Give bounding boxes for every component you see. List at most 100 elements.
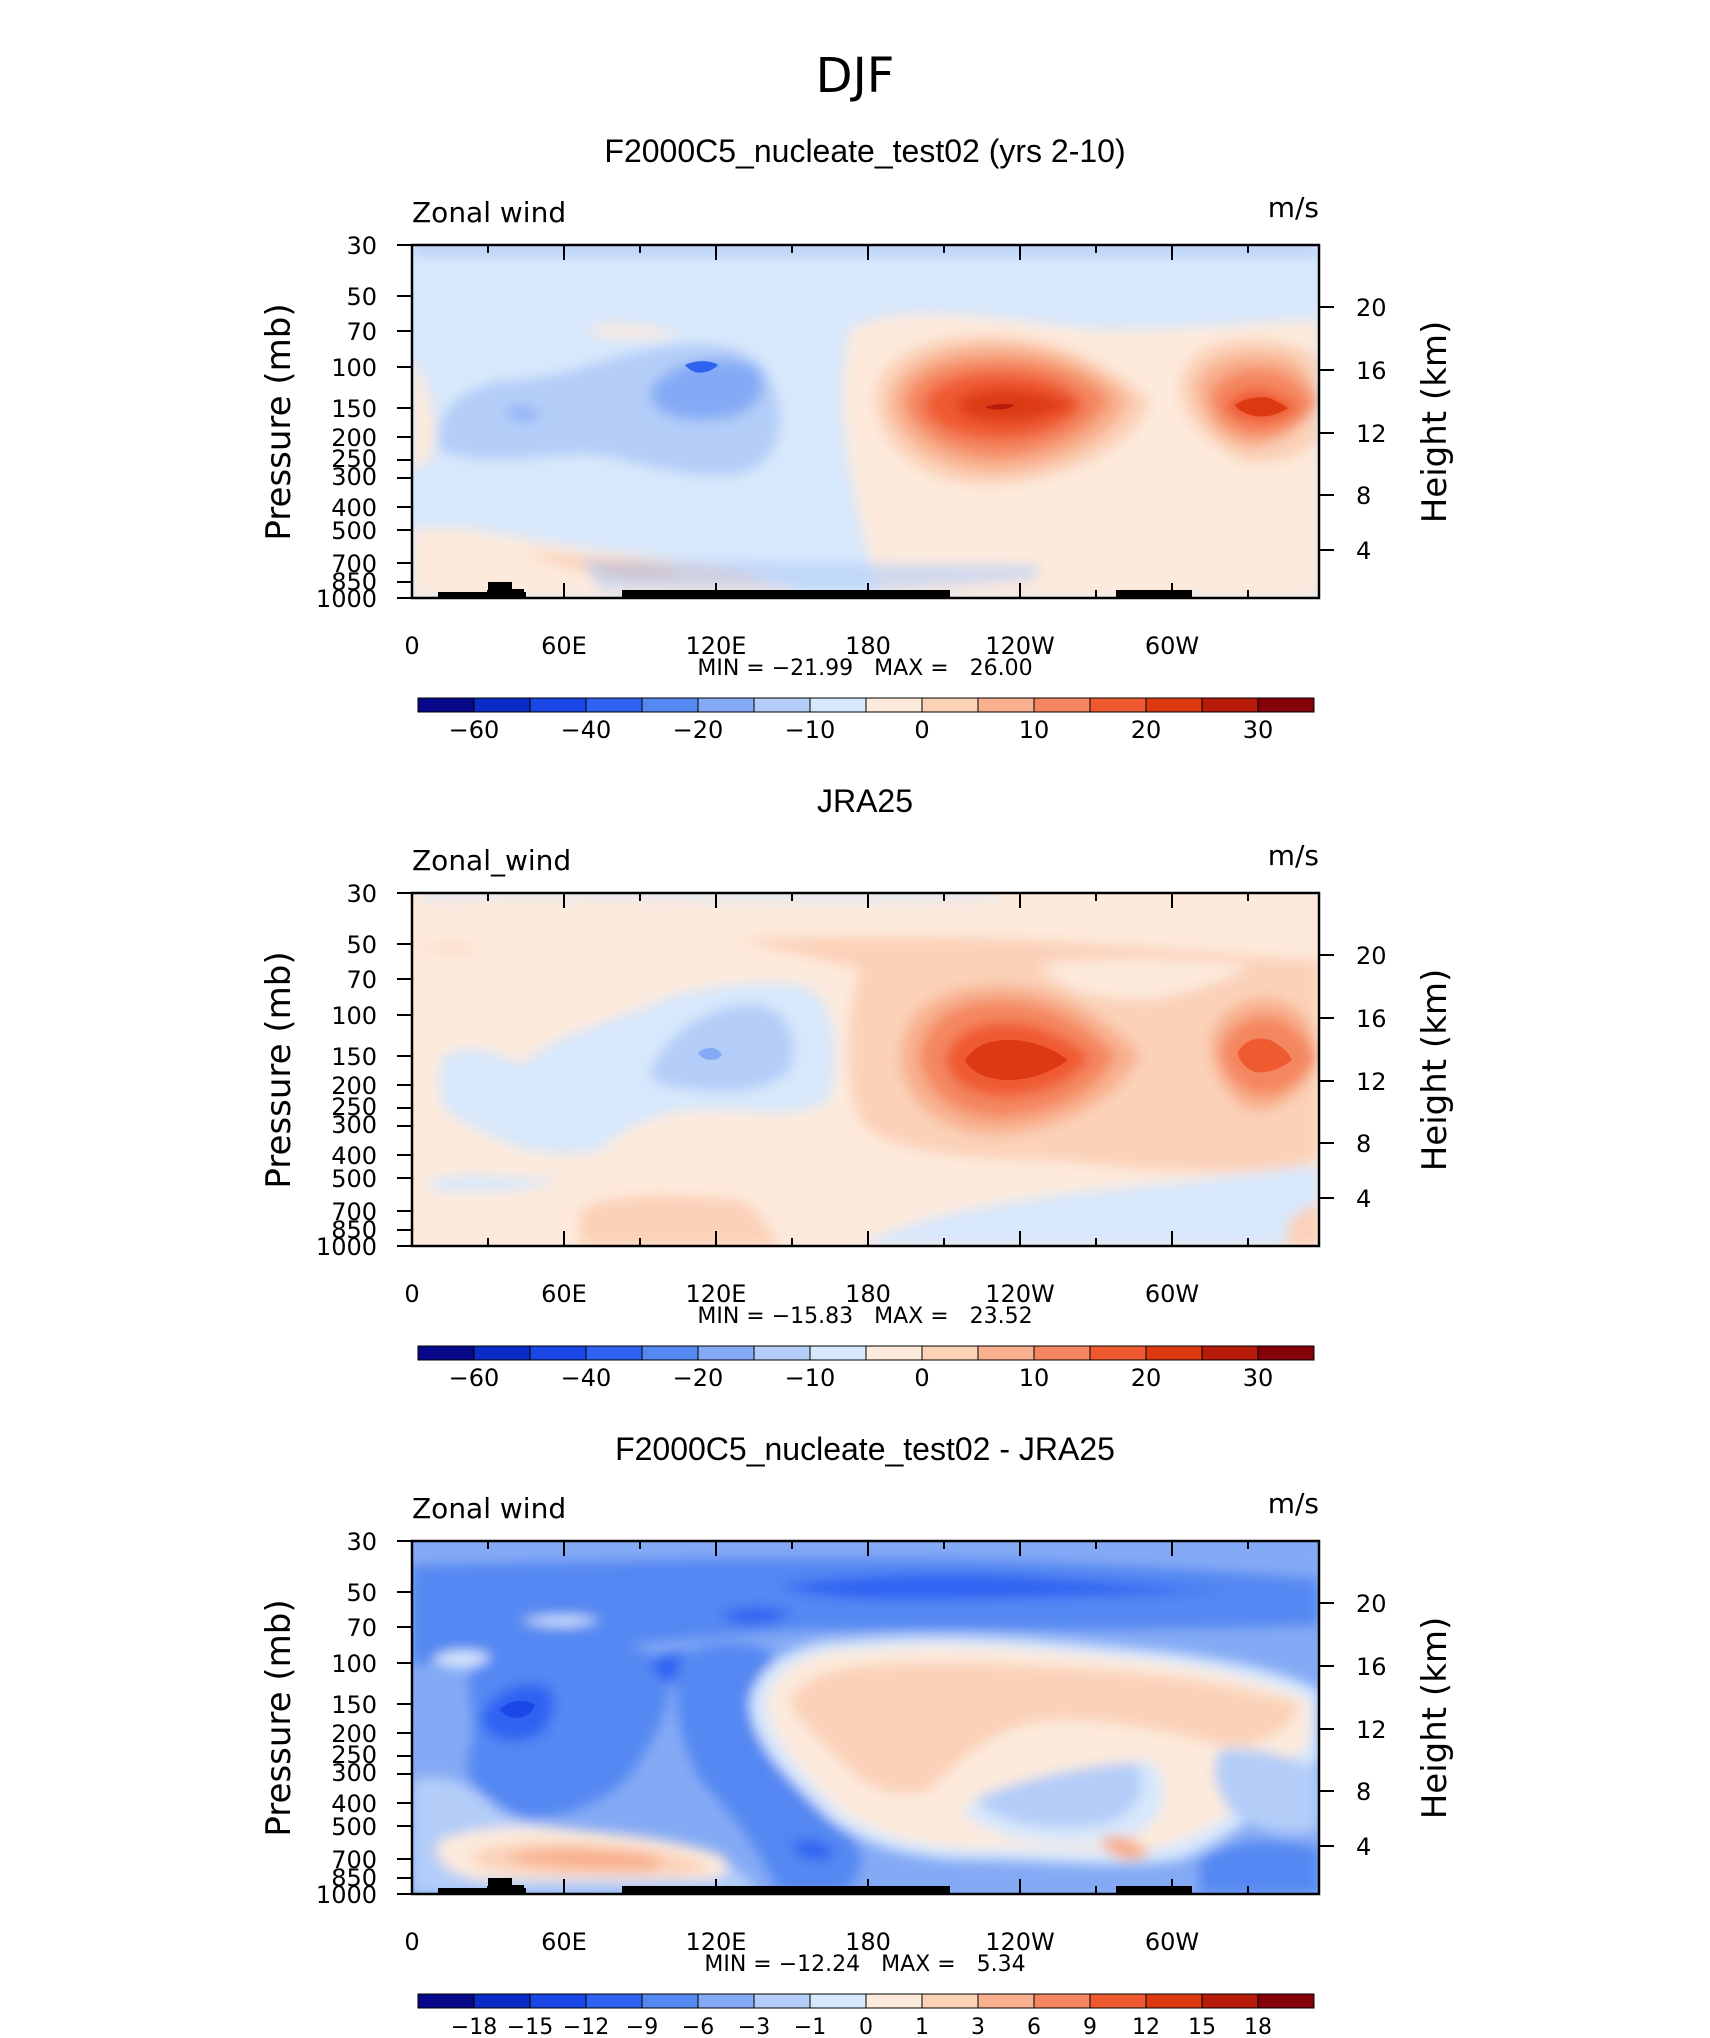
panel-3-colorbar-label: 12 — [1132, 2015, 1160, 2038]
panel-1-y-tick-label: 1000 — [316, 585, 377, 613]
panel-1-colorbar-box — [1089, 697, 1147, 713]
panel-2-y2-axis: 4 8 12 16 20 Height (km) — [1319, 942, 1455, 1213]
panel-2-x-tick-label: 120W — [985, 1280, 1055, 1308]
panel-1-contour-field — [412, 245, 1319, 598]
panel-2-units-label: m/s — [1268, 839, 1319, 872]
panel-1-y-tick-label: 50 — [346, 283, 377, 311]
panel-2-colorbar-box — [585, 1345, 643, 1361]
panel-2-contour-field — [412, 893, 1319, 1246]
panel-3-colorbar: −18 −15 −12 −9 −6 −3 −1 0 1 3 6 9 12 15 … — [417, 1993, 1315, 2038]
panel-2-variable-label: Zonal_wind — [412, 844, 571, 877]
panel-3-contour-field — [412, 1541, 1319, 1894]
panel-3-colorbar-label: 3 — [971, 2015, 985, 2038]
panel-3-variable-label: Zonal wind — [412, 1492, 566, 1525]
panel-2-x-axis: 0 60E 120E 180 120W 60W — [404, 893, 1249, 1308]
panel-2-y2-tick-label: 8 — [1356, 1130, 1371, 1158]
panel-1-y-tick-label: 500 — [331, 517, 377, 545]
panel-3-colorbar-box — [809, 1993, 867, 2009]
panel-3-y-axis: 30 50 70 100 150 200 250 300 400 500 700… — [259, 1528, 412, 1909]
panel-3-colorbar-box — [529, 1993, 587, 2009]
panel-3-y-tick-label: 400 — [331, 1790, 377, 1818]
panel-2-x-tick-label: 60E — [541, 1280, 587, 1308]
panel-2: JRA25 Zonal_wind m/s — [259, 783, 1455, 1392]
panel-3-colorbar-label: −1 — [794, 2015, 826, 2038]
panel-2-colorbar-box — [865, 1345, 923, 1361]
panel-2-y2-tick-label: 20 — [1356, 942, 1387, 970]
panel-1-y-tick-label: 700 — [331, 550, 377, 578]
panel-1-colorbar-box — [697, 697, 755, 713]
panel-3-x-tick-label: 60E — [541, 1928, 587, 1956]
panel-3-y2-tick-label: 4 — [1356, 1833, 1371, 1861]
panel-2-y-tick-label: 700 — [331, 1198, 377, 1226]
panel-1-y-tick-label: 70 — [346, 318, 377, 346]
panel-2-y-tick-label: 300 — [331, 1111, 377, 1139]
panel-1-colorbar-box — [977, 697, 1035, 713]
panel-1-colorbar: −60 −40 −20 −10 0 10 20 30 — [417, 697, 1315, 744]
panel-3-title: F2000C5_nucleate_test02 - JRA25 — [615, 1431, 1115, 1467]
panel-2-y2-tick-label: 16 — [1356, 1005, 1387, 1033]
panel-2-x-tick-label: 60W — [1145, 1280, 1199, 1308]
panel-3-colorbar-label: −12 — [563, 2015, 609, 2038]
panel-3-colorbar-label: 15 — [1188, 2015, 1216, 2038]
panel-1-colorbar-box — [529, 697, 587, 713]
panel-1-colorbar-box — [1201, 697, 1259, 713]
panel-2-colorbar-box — [921, 1345, 979, 1361]
panel-3-colorbar-label: 9 — [1083, 2015, 1097, 2038]
panel-2-min-max: MIN = −15.83 MAX = 23.52 — [697, 1304, 1032, 1329]
panel-3-units-label: m/s — [1268, 1487, 1319, 1520]
panel-3-y-tick-label: 500 — [331, 1813, 377, 1841]
panel-2-colorbar-box — [697, 1345, 755, 1361]
panel-3-y2-tick-label: 16 — [1356, 1653, 1387, 1681]
panel-1-min-max: MIN = −21.99 MAX = 26.00 — [697, 656, 1032, 681]
panel-1-x-tick-label: 180 — [845, 632, 891, 660]
panel-2-colorbar-box — [529, 1345, 587, 1361]
panel-3-topography — [438, 1878, 1192, 1894]
panel-3-colorbar-label: −9 — [626, 2015, 658, 2038]
panel-1-y2-tick-label: 12 — [1356, 420, 1387, 448]
panel-3-y-axis-title: Pressure (mb) — [259, 1599, 299, 1836]
panel-2-y-axis-title: Pressure (mb) — [259, 951, 299, 1188]
panel-2-colorbar-box — [977, 1345, 1035, 1361]
panel-2-colorbar-box — [809, 1345, 867, 1361]
panel-1-units-label: m/s — [1268, 191, 1319, 224]
panel-2-colorbar-box — [1089, 1345, 1147, 1361]
panel-1-y-tick-label: 100 — [331, 354, 377, 382]
panel-1-colorbar-box — [585, 697, 643, 713]
panel-1-colorbar-box — [473, 697, 531, 713]
panel-3-x-tick-label: 180 — [845, 1928, 891, 1956]
panel-3-frame — [410, 1539, 1321, 1896]
panel-1-y2-tick-label: 20 — [1356, 294, 1387, 322]
panel-2-y-tick-label: 150 — [331, 1043, 377, 1071]
panel-3-colorbar-box — [1145, 1993, 1203, 2009]
panel-1-y2-axis-title: Height (km) — [1415, 321, 1455, 524]
panel-3-x-tick-label: 120W — [985, 1928, 1055, 1956]
panel-3-colorbar-label: 1 — [915, 2015, 929, 2038]
panel-3-colorbar-box — [753, 1993, 811, 2009]
panel-2-colorbar-label: 20 — [1131, 1364, 1162, 1392]
panel-1-x-tick-label: 60E — [541, 632, 587, 660]
panel-3-y2-axis: 4 8 12 16 20 Height (km) — [1319, 1590, 1455, 1861]
panel-3-y-tick-label: 70 — [346, 1614, 377, 1642]
panel-3-y-tick-label: 30 — [346, 1528, 377, 1556]
panel-1-y-tick-label: 300 — [331, 463, 377, 491]
panel-2-x-tick-label: 120E — [686, 1280, 747, 1308]
panel-3-colorbar-box — [417, 1993, 475, 2009]
panel-1-y2-axis: 4 8 12 16 20 Height (km) — [1319, 294, 1455, 565]
panel-2-colorbar-label: −10 — [785, 1364, 836, 1392]
panel-2-colorbar-box — [753, 1345, 811, 1361]
panel-3-colorbar-box — [473, 1993, 531, 2009]
panel-1-colorbar-box — [641, 697, 699, 713]
panel-3-colorbar-box — [1033, 1993, 1091, 2009]
panel-2-y-tick-label: 70 — [346, 966, 377, 994]
panel-3-colorbar-label: −18 — [451, 2015, 497, 2038]
panel-2-x-tick-label: 180 — [845, 1280, 891, 1308]
panel-2-colorbar-box — [473, 1345, 531, 1361]
page-title: DJF — [816, 48, 895, 104]
panel-2-y2-tick-label: 12 — [1356, 1068, 1387, 1096]
panel-3-y-tick-label: 50 — [346, 1579, 377, 1607]
panel-1-x-tick-label: 120E — [686, 632, 747, 660]
panel-3-colorbar-box — [1089, 1993, 1147, 2009]
panel-2-y-tick-label: 850 — [331, 1216, 377, 1244]
panel-2-colorbar-box — [1033, 1345, 1091, 1361]
panel-1-colorbar-label: 20 — [1131, 716, 1162, 744]
